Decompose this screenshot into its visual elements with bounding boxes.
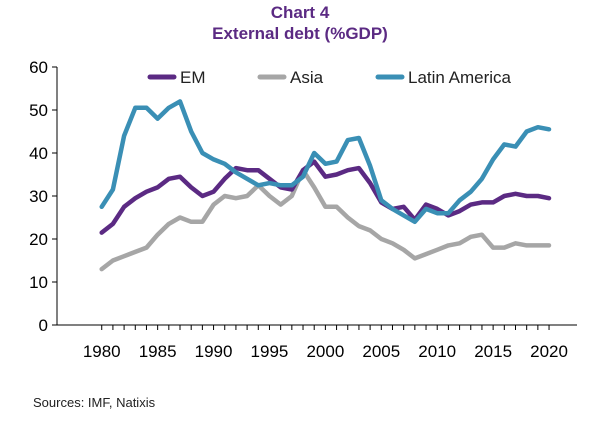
x-tick-label: 2000 [306, 342, 344, 361]
series-line-latin-america [99, 99, 552, 225]
y-tick-label: 60 [29, 58, 48, 77]
x-tick-label: 2015 [474, 342, 512, 361]
y-tick-label: 30 [29, 187, 48, 206]
y-tick-label: 0 [39, 316, 48, 335]
source-note: Sources: IMF, Natixis [33, 395, 156, 410]
x-tick-label: 2020 [530, 342, 568, 361]
series-line-asia [99, 167, 552, 272]
x-tick-label: 1980 [83, 342, 121, 361]
y-tick-label: 50 [29, 101, 48, 120]
y-tick-label: 10 [29, 273, 48, 292]
x-tick-label: 2010 [418, 342, 456, 361]
x-tick-label: 1985 [139, 342, 177, 361]
axes: 0 10 20 30 40 50 60 1980 1985 1990 1995 2000 2005 201… [29, 58, 577, 361]
y-tick-label: 40 [29, 144, 48, 163]
legend-label-asia: Asia [290, 68, 324, 87]
legend: EM Asia Latin America [147, 68, 512, 87]
chart-title: Chart 4 [270, 3, 330, 22]
legend-label-latin-america: Latin America [408, 68, 512, 87]
x-tick-label: 2005 [362, 342, 400, 361]
series-line-em [99, 159, 552, 235]
chart-subtitle: External debt (%GDP) [212, 24, 388, 43]
x-tick-label: 1995 [251, 342, 289, 361]
y-tick-label: 20 [29, 230, 48, 249]
series-lines [99, 99, 552, 272]
legend-label-em: EM [180, 68, 206, 87]
x-tick-label: 1990 [195, 342, 233, 361]
